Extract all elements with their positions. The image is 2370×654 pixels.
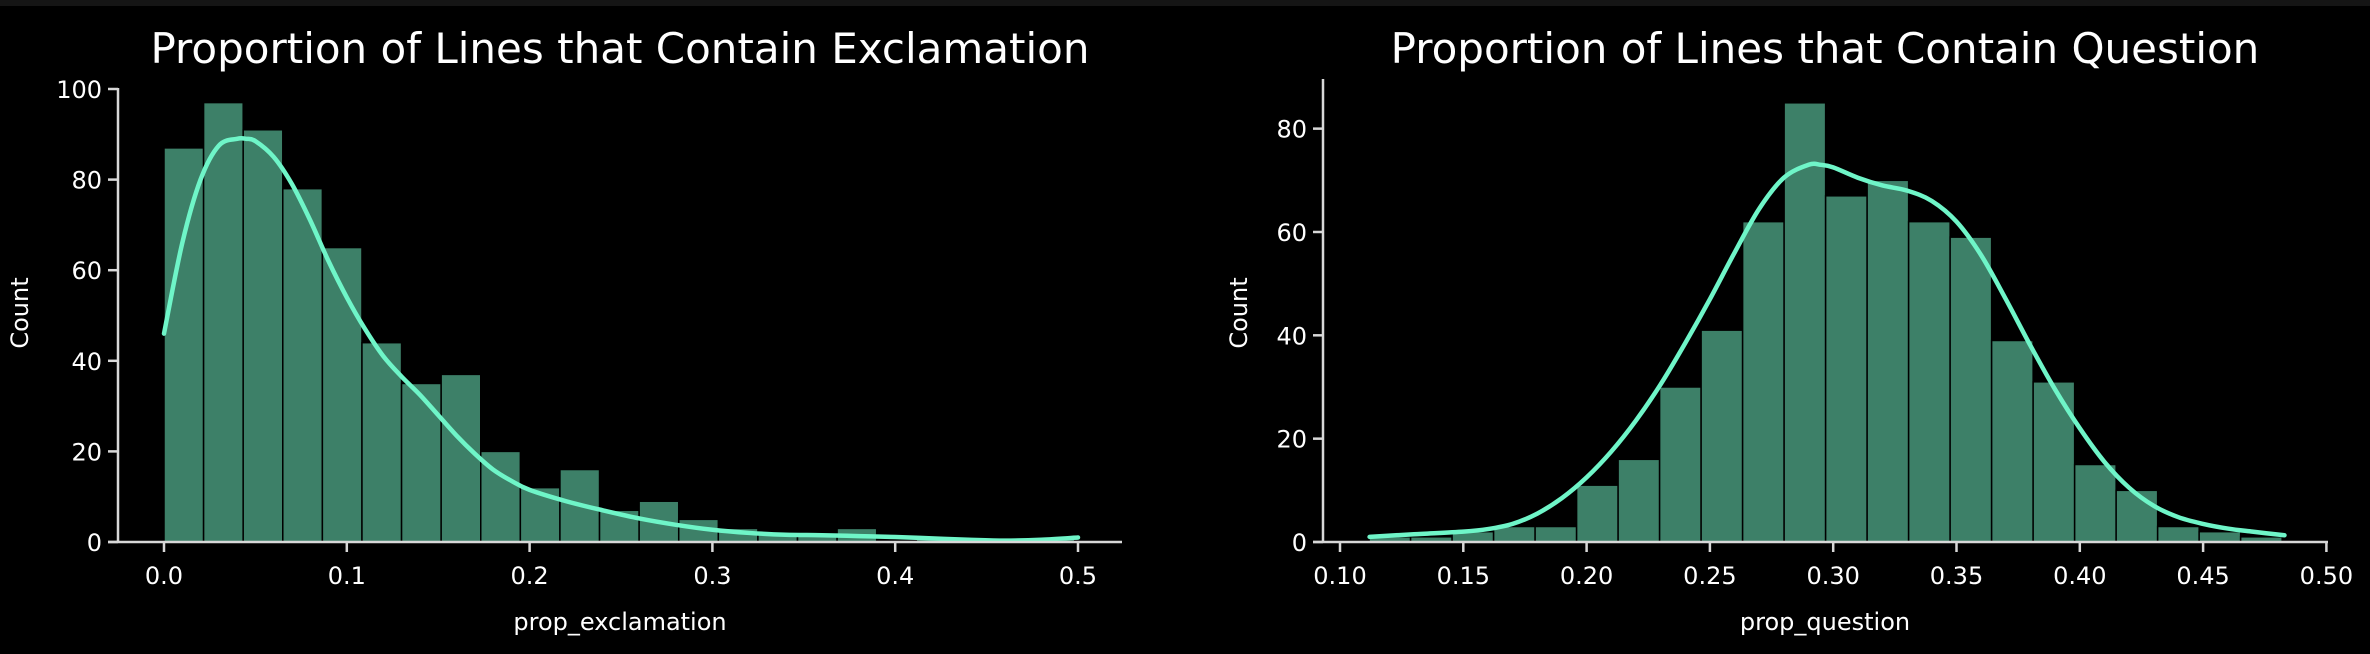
x-tick-label: 0.3: [693, 562, 731, 590]
y-tick-label: 40: [1276, 322, 1307, 350]
x-tick-label: 0.50: [2300, 562, 2353, 590]
histogram-bar: [1575, 484, 1619, 543]
x-tick-label: 0.45: [2176, 562, 2229, 590]
x-tick-label: 0.1: [328, 562, 366, 590]
histogram-bar: [2115, 489, 2159, 543]
exclamation-histogram: Proportion of Lines that Contain Exclama…: [6, 24, 1122, 636]
x-tick-label: 0.40: [2053, 562, 2106, 590]
kde-curve: [161, 135, 1081, 543]
x-tick-label: 0.10: [1313, 562, 1366, 590]
histogram-bar: [1824, 195, 1868, 543]
histogram-bar: [1783, 102, 1827, 543]
histogram-bar: [440, 373, 482, 543]
histogram-bar: [1907, 220, 1951, 543]
x-tick-label: 0.35: [1930, 562, 1983, 590]
y-tick-label: 40: [71, 348, 102, 376]
y-tick-label: 0: [87, 529, 102, 557]
kde-curve: [1367, 161, 2287, 540]
histogram-bar: [1949, 236, 1993, 543]
x-tick-label: 0.20: [1560, 562, 1613, 590]
histogram-bar: [361, 341, 403, 543]
histogram-bar: [1866, 179, 1910, 543]
histogram-bar: [1617, 458, 1661, 543]
y-tick-label: 60: [1276, 219, 1307, 247]
chart-title: Proportion of Lines that Contain Questio…: [1391, 24, 2260, 73]
histogram-bar: [2198, 530, 2242, 543]
histogram-bar: [202, 101, 244, 543]
x-tick-label: 0.25: [1683, 562, 1736, 590]
y-tick-label: 100: [56, 76, 102, 104]
x-tick-label: 0.0: [145, 562, 183, 590]
question-histogram: Proportion of Lines that Contain Questio…: [1225, 24, 2353, 636]
histogram-bar: [1990, 339, 2034, 543]
y-axis-label: Count: [1225, 277, 1253, 348]
y-tick-label: 80: [1276, 116, 1307, 144]
histogram-bar: [1741, 220, 1785, 543]
histogram-bar: [2156, 525, 2200, 543]
x-tick-label: 0.15: [1437, 562, 1490, 590]
histogram-bar: [1658, 386, 1702, 543]
axes: 0 20 40 60 80 0.10 0.15 0.20 0.25 0.30 0.35 0.40 0.4…: [1276, 79, 2353, 590]
y-tick-label: 20: [71, 438, 102, 466]
histogram-bar: [242, 129, 284, 543]
y-axis-label: Count: [6, 277, 34, 348]
histogram-bar: [2032, 381, 2076, 543]
y-tick-label: 60: [71, 257, 102, 285]
histogram-bar: [400, 382, 442, 543]
histogram-bar: [2073, 463, 2117, 543]
histogram-bars: [1368, 102, 2283, 543]
histogram-bar: [1700, 329, 1744, 543]
x-tick-label: 0.5: [1059, 562, 1097, 590]
x-tick-label: 0.30: [1806, 562, 1859, 590]
axes: 0 20 40 60 80 100 0.0 0.1 0.2 0.3 0.4 0.5: [56, 76, 1122, 590]
histogram-bar: [163, 147, 205, 543]
window-top-band: [0, 0, 2370, 6]
histogram-bar: [282, 187, 324, 543]
y-tick-label: 0: [1292, 529, 1307, 557]
x-tick-label: 0.2: [511, 562, 549, 590]
x-tick-label: 0.4: [876, 562, 914, 590]
histogram-bars: [163, 101, 1076, 543]
x-axis-label: prop_question: [1740, 608, 1910, 636]
y-tick-label: 20: [1276, 426, 1307, 454]
chart-title: Proportion of Lines that Contain Exclama…: [150, 24, 1089, 73]
x-axis-label: prop_exclamation: [513, 608, 726, 636]
y-tick-label: 80: [71, 167, 102, 195]
histogram-bar: [1534, 525, 1578, 543]
